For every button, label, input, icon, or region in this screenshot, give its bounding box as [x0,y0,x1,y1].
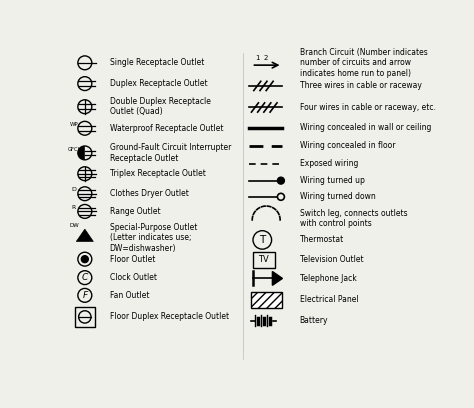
Text: Wiring turned down: Wiring turned down [300,192,375,201]
Text: Wiring turned up: Wiring turned up [300,176,365,185]
Text: Battery: Battery [300,316,328,325]
Polygon shape [273,271,283,285]
Text: C: C [82,273,88,282]
Polygon shape [76,229,93,242]
Text: Floor Duplex Receptacle Outlet: Floor Duplex Receptacle Outlet [109,313,229,322]
Text: Special-Purpose Outlet
(Letter indicates use;
DW=dishwasher): Special-Purpose Outlet (Letter indicates… [109,223,197,253]
Text: Switch leg, connects outlets
with control points: Switch leg, connects outlets with contro… [300,208,407,228]
Text: Waterproof Receptacle Outlet: Waterproof Receptacle Outlet [109,124,223,133]
Circle shape [277,193,284,200]
Text: Single Receptacle Outlet: Single Receptacle Outlet [109,58,204,67]
Text: Wiring concealed in wall or ceiling: Wiring concealed in wall or ceiling [300,123,431,132]
Text: 1: 1 [255,55,260,60]
Text: Four wires in cable or raceway, etc.: Four wires in cable or raceway, etc. [300,103,436,112]
Text: WP: WP [69,122,78,127]
Text: Double Duplex Receptacle
Outlet (Quad): Double Duplex Receptacle Outlet (Quad) [109,97,210,116]
Text: D: D [72,187,76,192]
Text: Ground-Fault Circuit Interrupter
Receptacle Outlet: Ground-Fault Circuit Interrupter Recepta… [109,143,231,163]
Text: Clock Outlet: Clock Outlet [109,273,156,282]
Text: T: T [259,235,265,245]
Text: Fan Outlet: Fan Outlet [109,291,149,300]
Text: Duplex Receptacle Outlet: Duplex Receptacle Outlet [109,79,207,88]
Circle shape [82,256,88,263]
Text: Three wires in cable or raceway: Three wires in cable or raceway [300,82,421,91]
Text: R: R [72,205,76,210]
Text: Thermostat: Thermostat [300,235,344,244]
Text: Clothes Dryer Outlet: Clothes Dryer Outlet [109,189,189,198]
Text: Television Outlet: Television Outlet [300,255,363,264]
Text: DW: DW [69,223,79,228]
Text: Branch Circuit (Number indicates
number of circuits and arrow
indicates home run: Branch Circuit (Number indicates number … [300,48,427,78]
Text: Wiring concealed in floor: Wiring concealed in floor [300,142,395,151]
Text: Triplex Receptacle Outlet: Triplex Receptacle Outlet [109,169,206,178]
Bar [251,291,283,308]
Bar [253,252,275,268]
Text: Exposed wiring: Exposed wiring [300,159,358,168]
Text: GFCI: GFCI [68,146,80,151]
Text: Floor Outlet: Floor Outlet [109,255,155,264]
Text: Electrical Panel: Electrical Panel [300,295,358,304]
Text: F: F [82,291,87,300]
Text: 2: 2 [263,55,268,60]
Polygon shape [78,146,85,160]
Text: Range Outlet: Range Outlet [109,207,160,216]
Circle shape [277,177,284,184]
Circle shape [253,231,272,249]
Text: Telephone Jack: Telephone Jack [300,274,356,283]
Text: TV: TV [258,255,269,264]
Bar [75,307,95,327]
